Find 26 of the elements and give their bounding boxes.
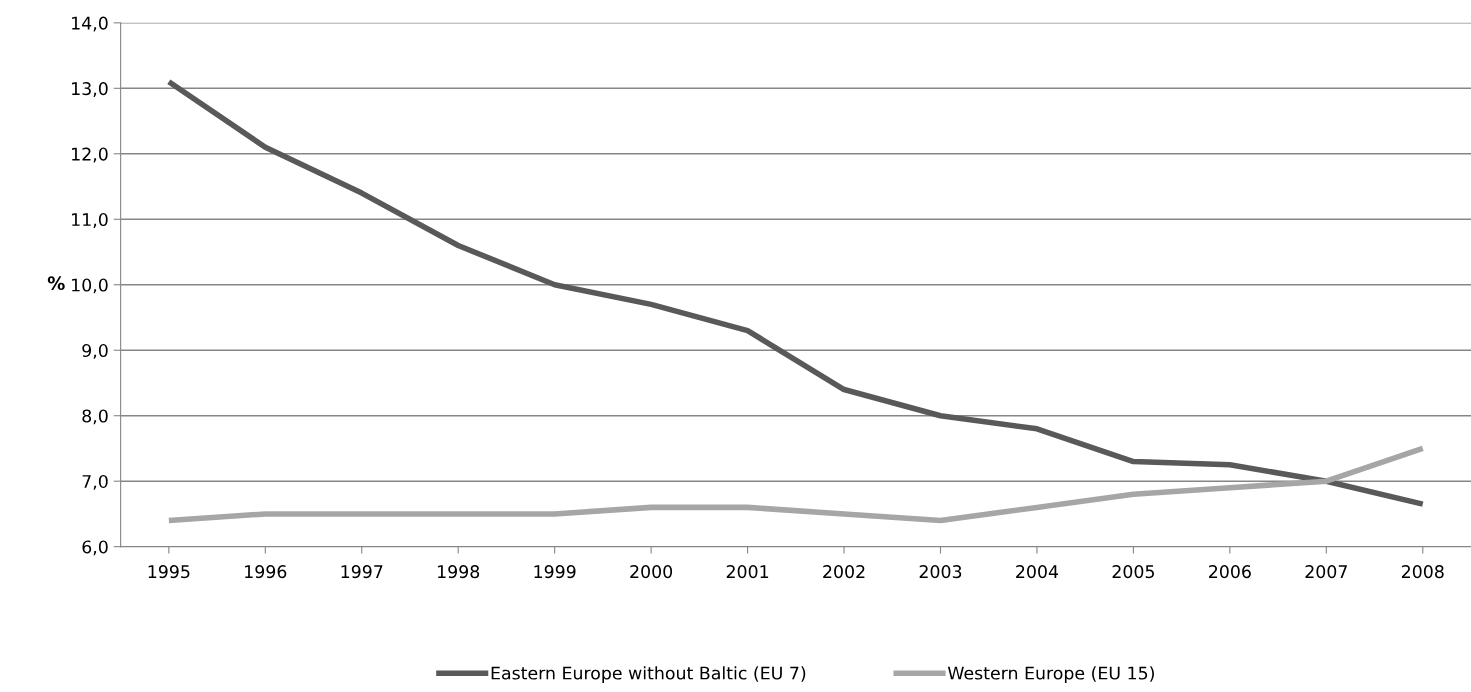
x-tick-label: 1998 <box>438 565 480 579</box>
x-tick-label: 1996 <box>245 565 287 579</box>
x-tick-label: 2007 <box>1305 565 1347 579</box>
y-tick-label: 7,0 <box>82 474 108 490</box>
y-tick-label: 12,0 <box>72 147 108 163</box>
x-tick-label: 2002 <box>823 565 865 579</box>
x-tick-label: 2006 <box>1209 565 1251 579</box>
y-tick-label: 13,0 <box>72 82 108 97</box>
y-axis-title: % <box>47 276 65 290</box>
y-tick-label: 8,0 <box>82 409 108 425</box>
x-tick-label: 2005 <box>1112 565 1154 579</box>
y-tick-label: 14,0 <box>72 16 108 32</box>
y-tick-label: 10,0 <box>72 278 108 294</box>
y-tick-label: 9,0 <box>82 343 108 359</box>
x-tick-label: 1997 <box>341 565 383 579</box>
x-tick-label: 2004 <box>1016 565 1059 579</box>
x-tick-label: 2001 <box>726 565 769 579</box>
x-tick-label: 2008 <box>1401 565 1444 579</box>
x-tick-label: 1999 <box>534 565 576 579</box>
legend-label: Western Europe (EU 15) <box>947 666 1154 683</box>
legend-label: Eastern Europe without Baltic (EU 7) <box>491 666 806 683</box>
y-tick-label: 11,0 <box>72 212 108 228</box>
y-tick-label: 6,0 <box>82 540 108 556</box>
x-tick-label: 2003 <box>919 565 962 579</box>
x-tick-label: 2000 <box>630 565 673 579</box>
x-tick-label: 1995 <box>148 565 190 579</box>
